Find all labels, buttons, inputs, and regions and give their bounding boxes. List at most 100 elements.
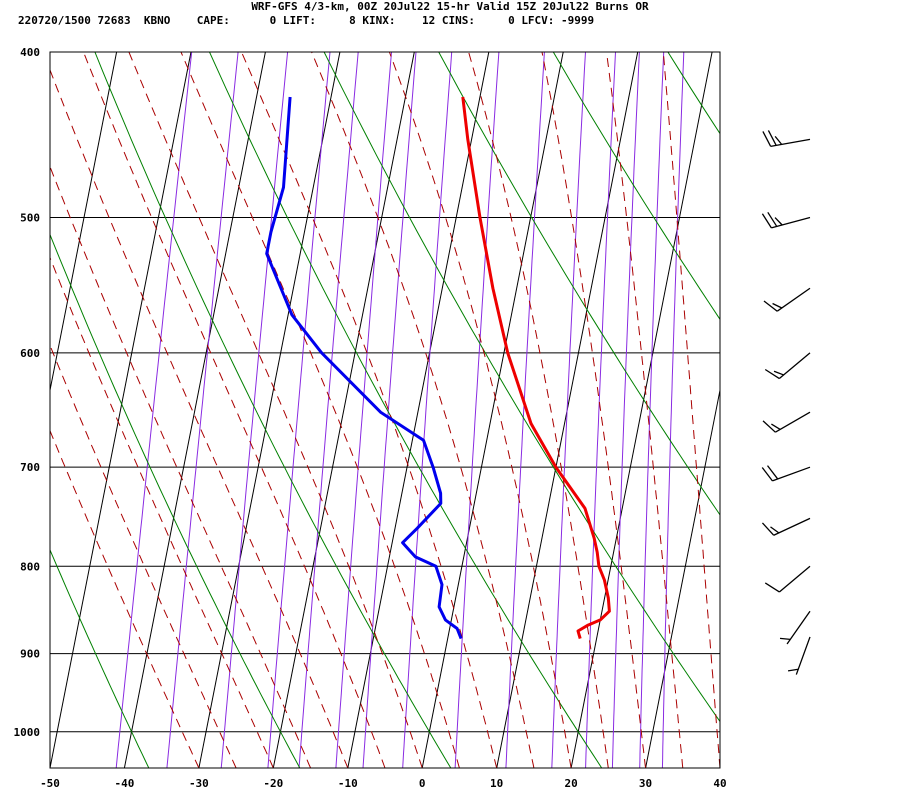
wind-barb-full — [761, 522, 775, 536]
dry-adiabat-line — [438, 52, 720, 516]
dry-adiabat-line — [209, 52, 603, 768]
mixing-ratio-line — [166, 52, 239, 768]
wind-barb-staff — [772, 466, 811, 482]
wind-barb-full — [761, 467, 773, 482]
wind-barb — [761, 517, 811, 536]
wind-barb-full — [767, 211, 778, 227]
wind-barb — [763, 287, 811, 312]
mixing-ratio-line — [115, 52, 193, 768]
moist-adiabat-line — [50, 343, 237, 768]
dry-adiabat-line — [667, 52, 720, 135]
moist-adiabat-line — [180, 52, 460, 768]
wind-barb-staff — [771, 216, 811, 229]
isotherm-line — [719, 765, 720, 768]
mixing-ratio-line — [551, 52, 586, 768]
wind-barb-half — [787, 668, 799, 672]
dry-adiabat-line — [552, 52, 720, 321]
wind-barb-half — [774, 135, 783, 145]
moist-adiabat-line — [541, 52, 647, 768]
x-tick-label: -10 — [338, 777, 358, 790]
isotherm-line — [50, 52, 192, 768]
wind-barbs — [761, 130, 811, 675]
wind-barb — [764, 352, 811, 380]
moist-adiabat-line — [241, 52, 498, 768]
moist-adiabat-line — [311, 52, 535, 768]
mixing-ratio-line — [611, 52, 640, 768]
wind-barb — [761, 211, 811, 229]
wind-barb-full — [767, 130, 777, 146]
wind-barb-staff — [773, 517, 811, 536]
wind-barb-half — [770, 526, 780, 534]
mixing-ratio-line — [220, 52, 289, 768]
sounding-series — [265, 96, 611, 640]
dry-adiabats — [50, 52, 900, 768]
wind-barb-full — [762, 420, 776, 433]
isotherm-line — [347, 52, 490, 768]
moist-adiabat-line — [50, 165, 312, 768]
x-tick-label: -20 — [263, 777, 283, 790]
isotherm-line — [123, 52, 266, 768]
dry-adiabat-line — [94, 52, 452, 768]
wind-barb-staff — [776, 287, 811, 312]
moist-adiabat-line — [50, 256, 274, 768]
temperature-profile — [461, 96, 611, 640]
mixing-ratio-lines — [115, 52, 685, 768]
x-tick-label: 0 — [419, 777, 426, 790]
mixing-ratio-line — [267, 52, 331, 768]
isotherm-line — [570, 52, 713, 768]
axis-labels: -50 -40 -30 -20 -10 0 10 20 30 40 400 500 600 700 800 9… — [14, 46, 727, 790]
wind-barb-full — [762, 131, 772, 147]
y-tick-label: 600 — [20, 347, 40, 360]
wind-barb-staff — [778, 565, 811, 593]
mixing-ratio-line — [454, 52, 500, 768]
wind-barb-staff — [795, 636, 811, 675]
mixing-ratio-line — [335, 52, 392, 768]
wind-barb-full — [764, 368, 780, 380]
wind-barb — [787, 636, 811, 675]
dry-adiabat-line — [50, 233, 301, 768]
y-tick-label: 1000 — [14, 726, 41, 739]
wind-barb-half — [771, 423, 781, 430]
isotherm-line — [50, 52, 118, 393]
wind-barb-full — [763, 300, 778, 312]
chart-subtitle-indices: 220720/1500 72683 KBNO CAPE: 0 LIFT: 8 K… — [18, 14, 595, 27]
mixing-ratio-line — [639, 52, 665, 768]
mixing-ratio-line — [298, 52, 359, 768]
x-tick-label: -30 — [189, 777, 209, 790]
y-tick-label: 800 — [20, 560, 40, 573]
mixing-ratio-line — [585, 52, 616, 768]
wind-barb-half — [773, 370, 784, 376]
wind-barb-half — [779, 637, 791, 641]
moist-adiabat-line — [128, 52, 423, 768]
wind-barb-half — [772, 302, 783, 309]
x-tick-label: 30 — [639, 777, 652, 790]
moist-adiabat-line — [468, 52, 609, 768]
moist-adiabat-line — [50, 68, 349, 768]
isotherm-line — [645, 387, 720, 768]
x-tick-label: 10 — [490, 777, 503, 790]
wind-barb-full — [764, 582, 780, 593]
wind-barb — [762, 411, 811, 433]
plot-frame — [49, 51, 721, 769]
chart-grid — [50, 51, 720, 768]
y-tick-label: 900 — [20, 648, 40, 661]
plot-border — [49, 51, 721, 769]
x-tick-label: -50 — [40, 777, 60, 790]
y-tick-label: 500 — [20, 212, 40, 225]
moist-adiabats — [50, 52, 720, 768]
isotherm-line — [421, 52, 564, 768]
moist-adiabat-line — [606, 52, 684, 768]
wind-barb — [764, 565, 811, 593]
mixing-ratio-line — [402, 52, 453, 768]
moist-adiabat-line — [83, 52, 386, 768]
dry-adiabat-line — [323, 52, 720, 723]
isotherm-line — [272, 52, 415, 768]
dry-adiabat-line — [783, 52, 900, 768]
wind-barb-full — [761, 213, 772, 229]
wind-barb-half — [774, 217, 783, 226]
y-tick-label: 700 — [20, 461, 40, 474]
mixing-ratio-line — [661, 52, 685, 768]
moist-adiabat-line — [50, 429, 200, 768]
chart-title: WRF-GFS 4/3-km, 00Z 20Jul22 15-hr Valid … — [251, 0, 649, 13]
